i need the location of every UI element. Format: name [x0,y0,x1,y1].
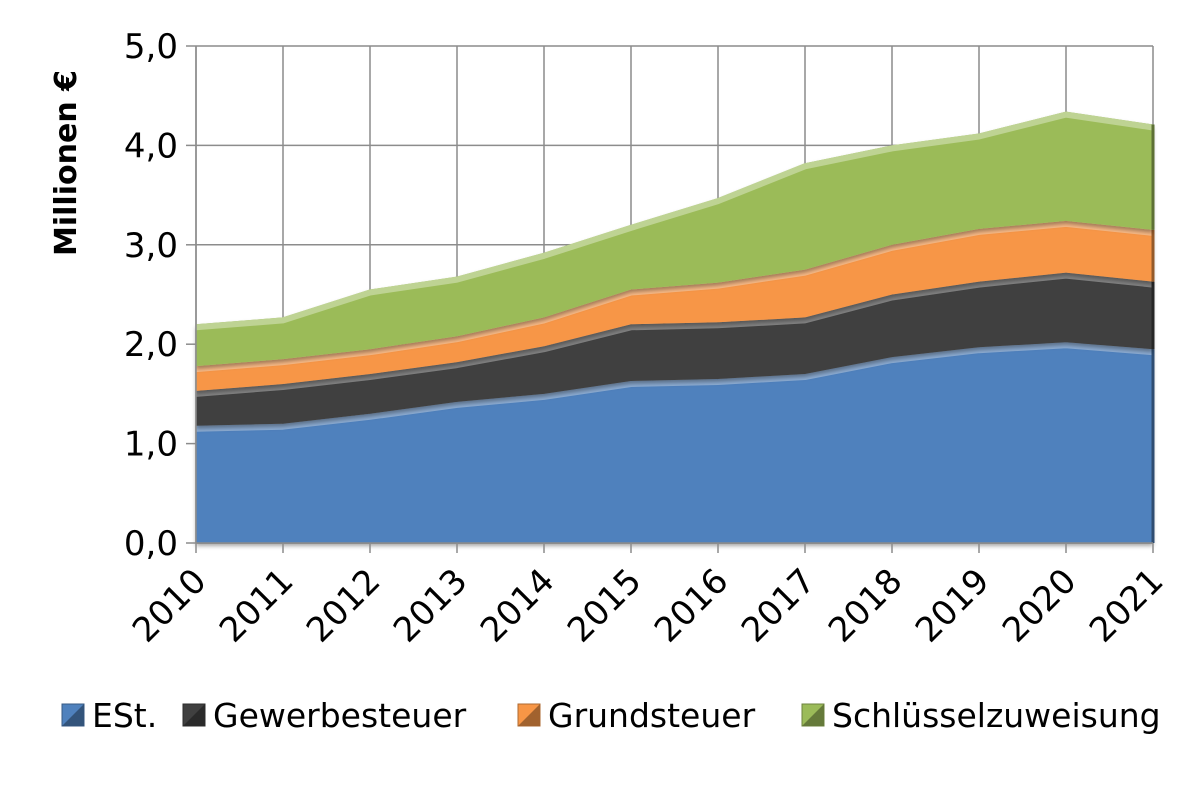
y-tick-label: 2,0 [124,325,178,365]
x-tick-label: 2014 [473,561,562,650]
series-4 [195,111,1155,367]
x-tick-label: 2010 [125,561,214,650]
legend-label: ESt. [92,696,157,735]
series-areas [195,111,1155,543]
x-tick-label: 2021 [1082,561,1171,650]
legend-label: Schlüsselzuweisung [832,696,1161,735]
y-tick-label: 3,0 [124,226,178,266]
series-1 [195,342,1155,543]
legend-swatch-shade [183,704,205,726]
series-top-edge [195,342,1154,432]
x-tick-label: 2019 [908,561,997,650]
x-tick-label: 2018 [821,561,910,650]
y-tick-label: 5,0 [124,27,178,67]
series-top-edge [195,272,1154,397]
x-tick-label: 2013 [386,561,475,650]
series-top-edge [195,220,1154,373]
x-tick-label: 2020 [995,561,1084,650]
legend-item: Grundsteuer [517,696,756,735]
series-area [196,342,1153,543]
series-3 [195,220,1155,391]
series-2 [195,272,1155,426]
series-area [196,111,1153,367]
y-tick-label: 4,0 [124,126,178,166]
y-tick-label: 0,0 [124,524,178,564]
x-tick-label: 2012 [299,561,388,650]
legend-swatch-shade [62,704,84,726]
series-area [196,272,1153,426]
legend-item: ESt. [61,696,157,735]
series-top-edge [195,111,1154,331]
series-area [196,220,1153,391]
legend-item: Schlüsselzuweisung [801,696,1161,735]
legend-swatch-shade [802,704,824,726]
x-tick-label: 2017 [734,561,823,650]
legend-swatch-shade [518,704,540,726]
legend-label: Gewerbesteuer [213,696,467,735]
legend-label: Grundsteuer [548,696,756,735]
legend: ESt. Gewerbesteuer Grundsteuer Schlüsselzuw… [61,696,1161,735]
x-tick-label: 2011 [212,561,301,650]
x-tick-label: 2016 [647,561,736,650]
legend-item: Gewerbesteuer [182,696,467,735]
y-tick-label: 1,0 [124,425,178,465]
x-tick-label: 2015 [560,561,649,650]
y-axis-title: Millionen € [49,70,84,256]
